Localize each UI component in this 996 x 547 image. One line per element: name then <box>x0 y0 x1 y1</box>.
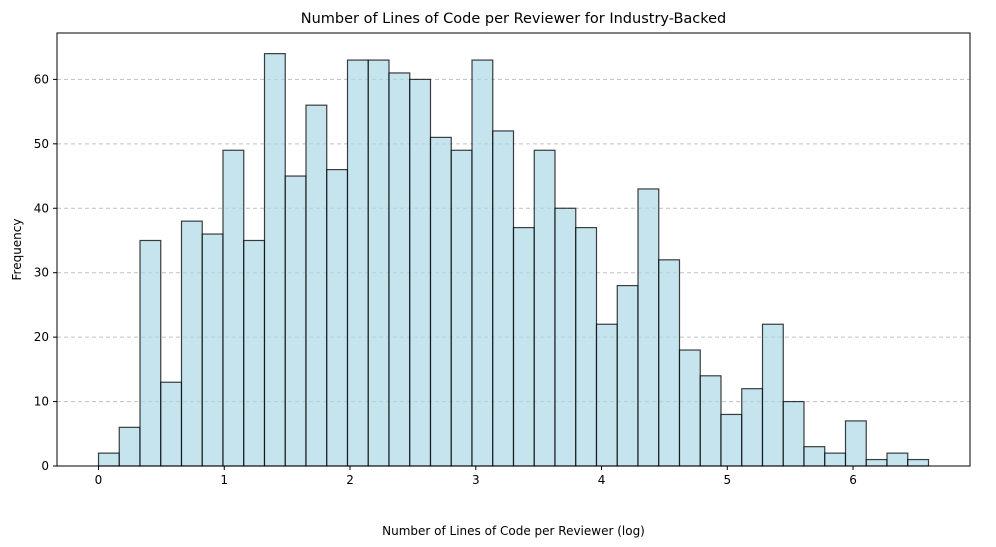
x-tick-label: 6 <box>849 473 857 487</box>
x-tick-label: 1 <box>220 473 228 487</box>
histogram-bar <box>554 207 577 467</box>
histogram-bar <box>180 220 203 467</box>
bars-layer <box>97 53 930 467</box>
x-tick-label: 5 <box>723 473 731 487</box>
x-axis-ticks: 0 1 2 3 4 5 6 <box>95 466 857 487</box>
histogram-bar <box>97 452 120 467</box>
y-tick-label: 30 <box>34 266 49 280</box>
histogram-bar <box>429 136 452 467</box>
x-tick-label: 2 <box>346 473 354 487</box>
histogram-bar <box>637 188 660 467</box>
histogram-bar <box>699 375 722 467</box>
chart-title: Number of Lines of Code per Reviewer for… <box>301 11 727 27</box>
plot-frame <box>56 32 971 467</box>
histogram-bar <box>824 452 847 467</box>
histogram-bar <box>263 53 286 467</box>
histogram-bar <box>907 458 930 467</box>
x-axis-title: Number of Lines of Code per Reviewer (lo… <box>382 524 645 538</box>
histogram-bar <box>139 239 162 467</box>
y-tick-label: 50 <box>34 137 49 151</box>
histogram-bar <box>844 420 867 467</box>
histogram-bar <box>326 169 349 467</box>
histogram-bar <box>761 323 784 467</box>
x-tick-label: 0 <box>95 473 103 487</box>
x-tick-label: 4 <box>598 473 606 487</box>
x-tick-label: 3 <box>472 473 480 487</box>
y-tick-label: 10 <box>34 395 49 409</box>
histogram-bar <box>803 446 826 467</box>
histogram-bar <box>616 284 639 467</box>
y-axis-title: Frequency <box>10 219 24 281</box>
histogram-bar <box>346 59 369 467</box>
histogram-bar <box>741 388 764 467</box>
y-tick-label: 0 <box>41 459 49 473</box>
histogram-bar <box>658 259 681 467</box>
histogram-bar <box>512 226 535 467</box>
histogram-bar <box>471 59 494 467</box>
histogram-bar <box>595 323 618 467</box>
y-axis-ticks: 0 10 20 30 40 50 60 <box>34 72 57 473</box>
histogram-bar <box>886 452 909 467</box>
y-tick-label: 20 <box>34 330 49 344</box>
histogram-bar <box>243 239 266 467</box>
histogram-bar <box>284 175 307 467</box>
histogram-bar <box>201 233 224 467</box>
y-tick-label: 40 <box>34 201 49 215</box>
histogram-bar <box>533 149 556 467</box>
histogram-bar <box>409 78 432 467</box>
histogram-bar <box>782 400 805 467</box>
histogram-bar <box>575 226 598 467</box>
y-tick-label: 60 <box>34 72 49 86</box>
histogram-bar <box>678 349 701 467</box>
histogram-bar <box>865 458 888 467</box>
histogram-bar <box>305 104 328 467</box>
histogram-bar <box>720 413 743 467</box>
histogram-bar <box>450 149 473 467</box>
histogram-bar <box>118 426 141 467</box>
histogram-bar <box>388 72 411 467</box>
histogram-bar <box>222 149 245 467</box>
histogram-bar <box>367 59 390 467</box>
histogram-bar <box>492 130 515 467</box>
histogram-bar <box>160 381 183 467</box>
